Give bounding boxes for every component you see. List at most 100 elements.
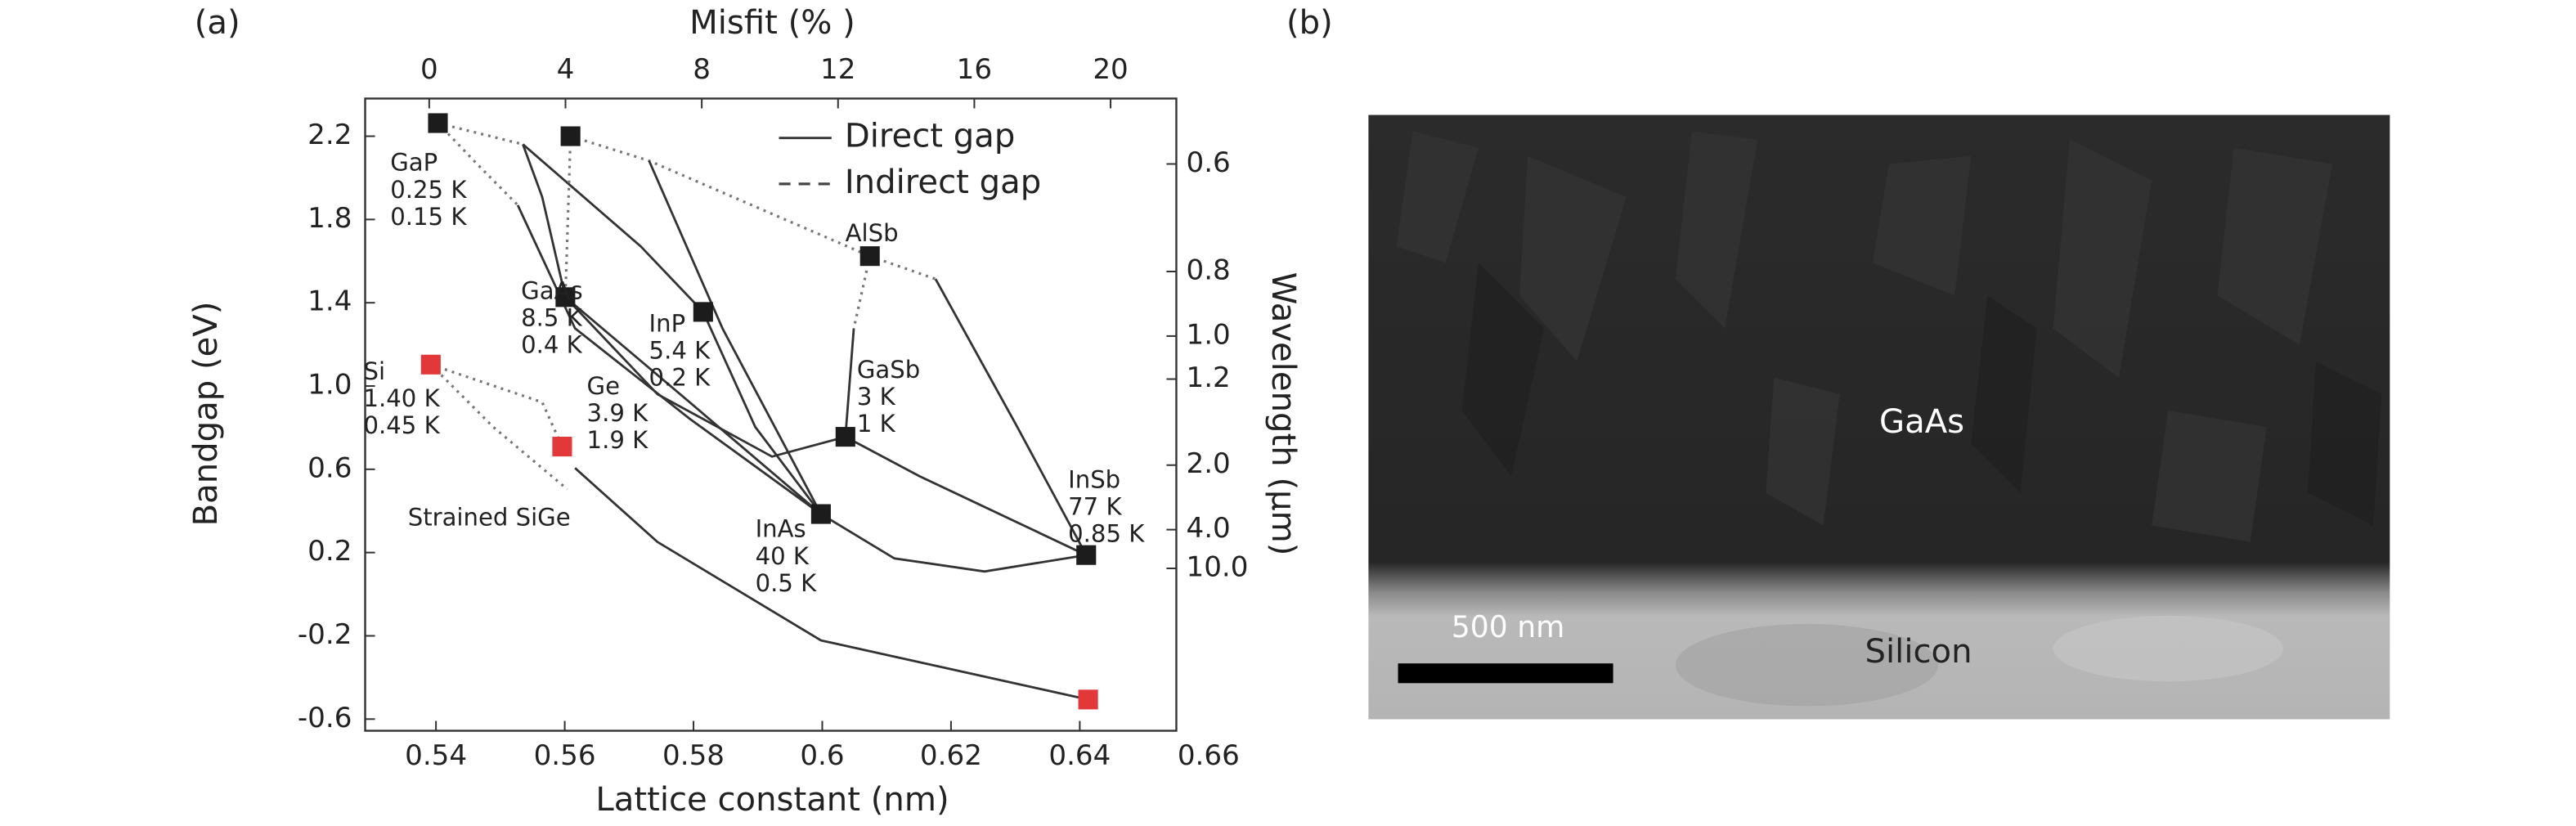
point-label: Ge (587, 372, 620, 400)
curve (429, 363, 568, 491)
x-tick-label: 0.64 (1048, 739, 1111, 772)
x2-tick-label: 4 (557, 53, 575, 86)
x2-tick-label: 8 (693, 53, 711, 86)
panel-label: (a) (195, 4, 240, 42)
texture (2053, 615, 2283, 682)
layer-label: Silicon (1865, 633, 1972, 671)
y2-tick-label: 1.2 (1187, 361, 1231, 394)
curve (522, 143, 567, 298)
point-label: 0.5 K (756, 569, 818, 597)
curve (852, 255, 872, 329)
x-axis-title: Lattice constant (nm) (595, 781, 949, 819)
point-label: 3 K (857, 383, 896, 411)
scale-bar-label: 500 nm (1452, 609, 1565, 644)
panel-label: (b) (1286, 4, 1333, 42)
point-label: GaAs (521, 276, 582, 304)
point-label: 0.25 K (390, 176, 467, 204)
y-tick-label: 2.2 (307, 119, 352, 151)
curve (564, 296, 822, 515)
point-label: GaP (390, 149, 438, 177)
point-label: 40 K (756, 542, 810, 570)
plot-frame (364, 97, 1178, 732)
x-tick-label: 0.54 (405, 739, 467, 772)
y2-axis-title: Wavelength (µm) (1264, 272, 1302, 556)
legend-label: Indirect gap (845, 164, 1041, 201)
data-point (810, 504, 831, 524)
y2-tick-label: 0.6 (1187, 146, 1231, 179)
point-label: 1.40 K (364, 384, 441, 412)
point-label: 0.15 K (390, 203, 467, 231)
curve (574, 467, 1088, 701)
point-label: AlSb (846, 219, 899, 247)
curve (522, 143, 704, 313)
point-label: 1.9 K (587, 426, 649, 454)
y2-tick-label: 4.0 (1187, 512, 1231, 545)
point-label: 3.9 K (587, 399, 649, 427)
curve (820, 513, 1087, 573)
curve (702, 311, 823, 515)
curve (844, 328, 855, 438)
data-point (420, 354, 441, 375)
y2-tick-label: 2.0 (1187, 447, 1231, 480)
point-label: InAs (756, 515, 806, 543)
y-tick-label: 0.6 (307, 451, 352, 484)
data-point (555, 287, 576, 308)
legend-label: Direct gap (845, 118, 1016, 155)
curve (845, 435, 1087, 556)
x-tick-label: 0.62 (920, 739, 982, 772)
point-label: 8.5 K (521, 303, 583, 331)
point-label: 5.4 K (649, 337, 711, 365)
y-tick-label: -0.2 (298, 618, 352, 651)
y-axis-title: Bandgap (eV) (187, 302, 225, 527)
curve (564, 296, 846, 458)
y-tick-label: 1.8 (307, 202, 352, 235)
point-label: Si (364, 357, 386, 385)
curve (934, 278, 1088, 556)
point-label: 0.45 K (364, 411, 441, 439)
micrograph: (b) GaAs Silicon 500 nm (1286, 4, 2390, 720)
x2-axis-title: Misfit (% ) (689, 4, 855, 42)
curve (516, 204, 822, 515)
y-tick-label: 1.0 (307, 369, 352, 402)
layer-label: GaAs (1879, 403, 1964, 441)
data-point (552, 437, 572, 457)
data-point (859, 246, 880, 267)
curve (438, 121, 523, 146)
point-label: 0.4 K (521, 331, 583, 359)
scale-bar (1398, 663, 1613, 684)
data-point (693, 302, 713, 322)
curve (570, 135, 871, 258)
annotation: Strained SiGe (408, 504, 571, 532)
point-label: 0.2 K (649, 364, 711, 392)
y-tick-label: -0.6 (298, 702, 352, 734)
curve (563, 136, 572, 298)
texture (1396, 131, 2333, 542)
y-tick-label: 1.4 (307, 285, 352, 318)
x2-tick-label: 12 (820, 53, 855, 86)
x-tick-label: 0.58 (662, 739, 725, 772)
plot-area: 0.54 0.56 0.58 0.6 0.62 0.64 0.662.21.81.41.00… (187, 4, 1302, 819)
point-label: InP (649, 309, 686, 337)
x2-tick-label: 0 (420, 53, 438, 86)
data-point (428, 113, 448, 133)
x2-tick-label: 20 (1093, 53, 1128, 86)
point-label: 77 K (1068, 492, 1122, 520)
y-tick-label: 0.2 (307, 535, 352, 568)
curve (430, 363, 563, 447)
data-point (560, 126, 581, 146)
y2-tick-label: 0.8 (1187, 254, 1231, 287)
x-tick-label: 0.6 (800, 739, 844, 772)
y2-tick-label: 1.0 (1187, 318, 1231, 351)
point-label: 0.85 K (1068, 520, 1145, 548)
data-point (835, 427, 855, 447)
x-tick-label: 0.66 (1178, 739, 1240, 772)
texture (1675, 624, 1939, 707)
data-point (1078, 689, 1098, 710)
point-label: GaSb (857, 356, 920, 384)
point-label: 1 K (857, 410, 896, 438)
x-tick-label: 0.56 (534, 739, 596, 772)
y2-tick-label: 10.0 (1187, 550, 1249, 583)
data-point (1076, 545, 1097, 565)
